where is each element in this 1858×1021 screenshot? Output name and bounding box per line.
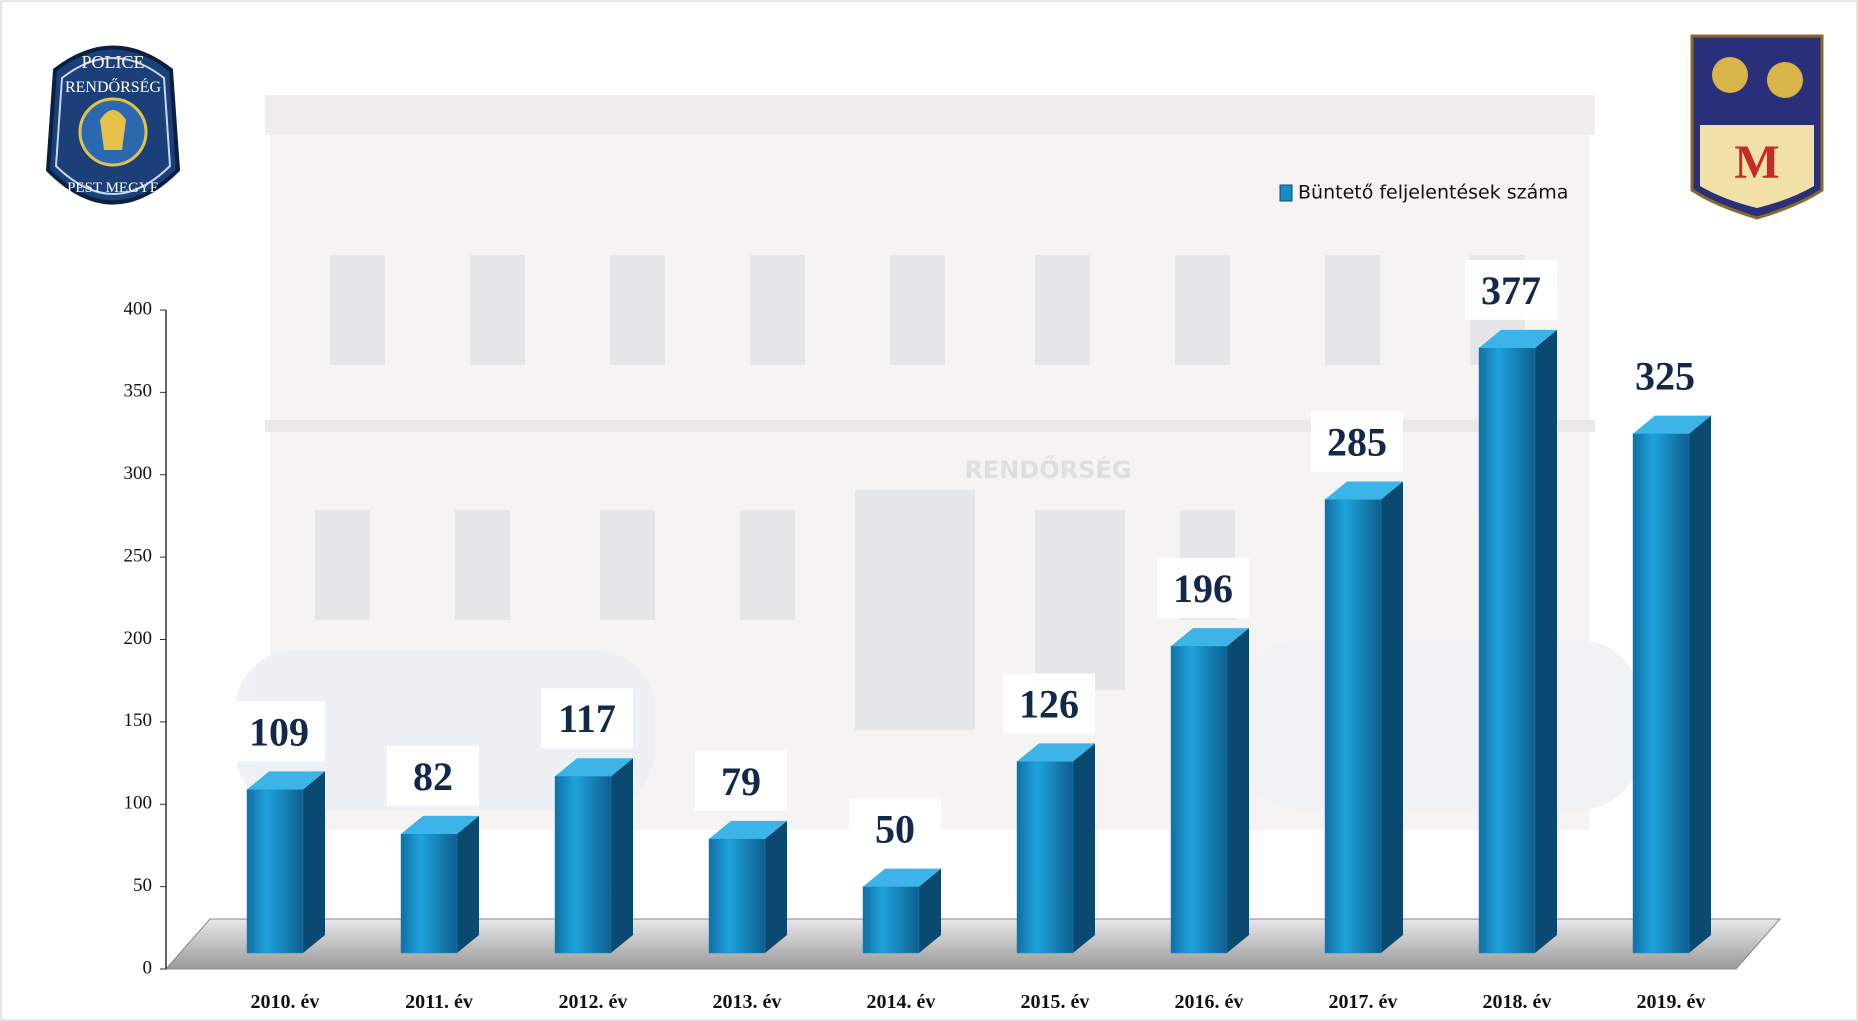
bar <box>247 771 325 953</box>
bar-front <box>247 789 303 953</box>
value-label: 82 <box>413 754 453 799</box>
bar-front <box>555 776 611 953</box>
bar-front <box>709 839 765 953</box>
y-tick-label: 300 <box>124 463 153 484</box>
x-tick-label: 2011. év <box>405 991 473 1013</box>
bar-front <box>1479 348 1535 953</box>
chart: RENDŐRSÉG POLICE RENDŐRSÉG PEST MEGYE M … <box>0 0 1858 1021</box>
value-label: 79 <box>721 759 761 804</box>
logo-text: PEST MEGYE <box>67 180 159 196</box>
y-tick-label: 0 <box>143 957 153 978</box>
bar-front <box>1325 499 1381 953</box>
x-tick-label: 2017. év <box>1329 991 1398 1013</box>
y-tick-label: 350 <box>124 381 153 402</box>
logo-text: POLICE <box>82 52 145 72</box>
bar <box>1325 481 1403 953</box>
bar-front <box>1017 761 1073 953</box>
bar-side <box>765 821 787 953</box>
y-tick-label: 250 <box>124 545 153 566</box>
bar-side <box>1381 481 1403 953</box>
x-tick-label: 2010. év <box>251 991 320 1013</box>
y-tick-label: 200 <box>124 628 153 649</box>
x-tick-label: 2019. év <box>1637 991 1706 1013</box>
value-label: 109 <box>249 709 309 754</box>
bar-front <box>863 887 919 953</box>
bar-front <box>1171 646 1227 953</box>
bar <box>555 758 633 953</box>
bar-side <box>1689 416 1711 953</box>
x-tick-label: 2013. év <box>713 991 782 1013</box>
bar <box>1479 330 1557 953</box>
bar-side <box>611 758 633 953</box>
x-tick-label: 2018. év <box>1483 991 1552 1013</box>
x-tick-label: 2014. év <box>867 991 936 1013</box>
value-label: 285 <box>1327 419 1387 464</box>
x-tick-label: 2016. év <box>1175 991 1244 1013</box>
y-tick-label: 100 <box>124 793 153 814</box>
x-tick-label: 2015. év <box>1021 991 1090 1013</box>
bar <box>709 821 787 953</box>
y-tick-label: 150 <box>124 710 153 731</box>
bar <box>1017 743 1095 953</box>
bar-front <box>1633 434 1689 953</box>
value-label: 126 <box>1019 681 1079 726</box>
bar-front <box>401 834 457 953</box>
legend-label: Büntető feljelentések száma <box>1298 182 1568 204</box>
crest-logo: M <box>1692 36 1822 218</box>
bar <box>401 816 479 953</box>
value-label: 50 <box>875 807 915 852</box>
bar-side <box>457 816 479 953</box>
bar <box>863 869 941 953</box>
background-photo: RENDŐRSÉG <box>235 95 1640 830</box>
bar <box>1171 628 1249 953</box>
bar-side <box>1073 743 1095 953</box>
bar <box>1633 416 1711 953</box>
value-label: 377 <box>1481 268 1541 313</box>
building-sign: RENDŐRSÉG <box>964 454 1131 484</box>
bar-side <box>303 771 325 953</box>
legend-swatch <box>1280 185 1292 201</box>
bar-side <box>1227 628 1249 953</box>
x-tick-label: 2012. év <box>559 991 628 1013</box>
value-label: 325 <box>1635 354 1695 399</box>
y-tick-label: 400 <box>124 298 153 319</box>
value-label: 117 <box>558 696 616 741</box>
crest-letter: M <box>1734 136 1779 189</box>
logo-text: RENDŐRSÉG <box>65 77 161 96</box>
bar-side <box>1535 330 1557 953</box>
police-logo: POLICE RENDŐRSÉG PEST MEGYE <box>48 48 178 203</box>
value-label: 196 <box>1173 566 1233 611</box>
y-tick-label: 50 <box>133 875 152 896</box>
